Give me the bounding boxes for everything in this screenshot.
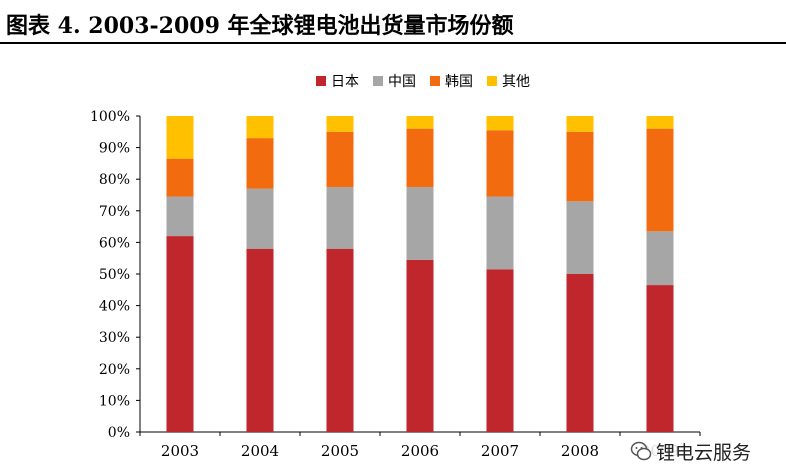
bar-segment (326, 248, 354, 432)
y-tick-label: 80% (99, 172, 130, 188)
watermark: 锂电云服务 (628, 438, 758, 464)
y-tick-label: 60% (99, 235, 130, 251)
bar-segment (246, 138, 274, 189)
bar-segment (166, 196, 194, 237)
bar-segment (406, 259, 434, 432)
y-tick-label: 50% (99, 267, 130, 283)
bar-segment (406, 128, 434, 188)
bar-segment (566, 131, 594, 202)
legend-label: 其他 (502, 74, 530, 90)
bar-segment (646, 231, 674, 286)
bar-segment (486, 130, 514, 197)
bar-segment (566, 274, 594, 432)
bar-segment (166, 236, 194, 432)
bar-segment (646, 285, 674, 432)
bar-segment (486, 269, 514, 432)
bar-segment (326, 131, 354, 188)
legend-swatch (373, 76, 383, 86)
wechat-icon (630, 441, 652, 461)
y-tick-label: 0% (108, 425, 130, 441)
watermark-text: 锂电云服务 (656, 441, 752, 464)
bar-segment (246, 248, 274, 432)
bar-segment (566, 201, 594, 274)
bar-segment (486, 116, 514, 131)
bar-segment (566, 116, 594, 132)
y-tick-label: 10% (99, 393, 130, 409)
y-tick-label: 40% (99, 299, 130, 315)
legend-swatch (487, 76, 497, 86)
y-tick-label: 90% (99, 141, 130, 157)
bar-segment (166, 158, 194, 197)
title-bar: 图表 4. 2003-2009 年全球锂电池出货量市场份额 (0, 0, 786, 46)
legend-label: 韩国 (445, 74, 473, 90)
y-tick-label: 20% (99, 362, 130, 378)
legend-label: 中国 (388, 74, 416, 90)
figure-title: 图表 4. 2003-2009 年全球锂电池出货量市场份额 (6, 13, 514, 39)
x-tick-label: 2004 (241, 442, 279, 460)
bar-segment (166, 116, 194, 159)
x-tick-label: 2006 (401, 442, 439, 460)
x-tick-label: 2003 (161, 442, 199, 460)
bar-segment (326, 187, 354, 249)
y-tick-label: 70% (99, 204, 130, 220)
bar-segment (246, 116, 274, 139)
bar-segment (406, 187, 434, 260)
bar-segment (646, 116, 674, 129)
legend-label: 日本 (331, 74, 359, 90)
legend-swatch (316, 76, 326, 86)
bar-segment (246, 188, 274, 249)
bar-segment (326, 116, 354, 132)
bar-segment (486, 196, 514, 270)
bar-segment (646, 128, 674, 232)
x-tick-label: 2008 (561, 442, 599, 460)
bar-segment (406, 116, 434, 129)
title-divider (0, 42, 786, 44)
y-tick-label: 100% (90, 109, 130, 125)
legend-swatch (430, 76, 440, 86)
x-tick-label: 2007 (481, 442, 519, 460)
y-tick-label: 30% (99, 330, 130, 346)
x-tick-label: 2005 (321, 442, 359, 460)
